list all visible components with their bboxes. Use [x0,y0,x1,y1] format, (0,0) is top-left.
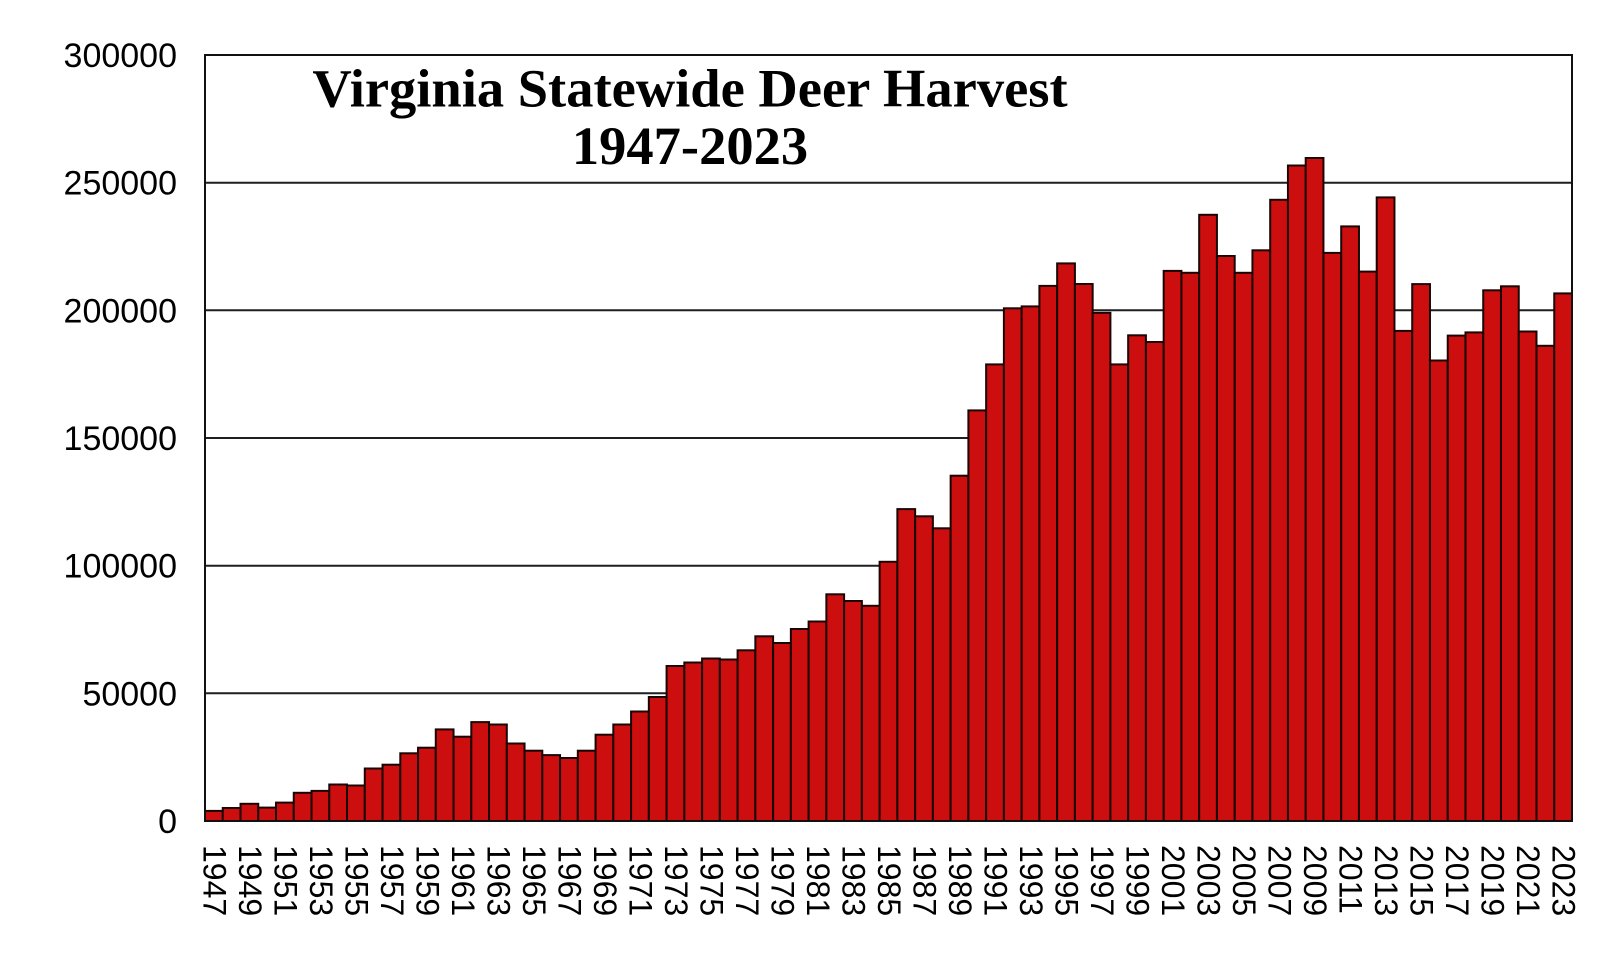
svg-text:1991: 1991 [978,845,1014,916]
svg-text:250000: 250000 [64,165,177,203]
svg-text:1953: 1953 [303,845,339,916]
svg-text:1973: 1973 [658,845,694,916]
svg-text:1987: 1987 [907,845,943,916]
svg-text:1969: 1969 [587,845,623,916]
svg-text:2011: 2011 [1333,845,1369,914]
svg-text:1977: 1977 [729,845,765,916]
svg-text:200000: 200000 [64,292,177,330]
svg-text:1983: 1983 [836,845,872,916]
svg-text:Virginia Statewide Deer Harves: Virginia Statewide Deer Harvest [312,58,1067,119]
svg-text:1985: 1985 [871,845,907,916]
svg-text:1957: 1957 [374,845,410,916]
svg-text:1993: 1993 [1013,845,1049,916]
svg-text:2021: 2021 [1510,845,1546,916]
svg-text:1947: 1947 [196,845,232,916]
svg-text:1995: 1995 [1049,845,1085,916]
svg-text:2007: 2007 [1262,845,1298,916]
svg-text:2017: 2017 [1439,845,1475,916]
svg-text:50000: 50000 [82,675,177,713]
svg-text:2023: 2023 [1546,845,1582,916]
svg-text:1981: 1981 [800,845,836,916]
svg-text:100000: 100000 [64,548,177,586]
svg-text:150000: 150000 [64,420,177,458]
svg-text:1967: 1967 [551,845,587,916]
svg-text:1971: 1971 [623,845,659,916]
svg-text:1965: 1965 [516,845,552,916]
svg-text:1979: 1979 [765,845,801,916]
svg-text:2015: 2015 [1404,845,1440,916]
svg-text:2009: 2009 [1297,845,1333,916]
svg-text:2001: 2001 [1155,845,1191,916]
svg-text:1963: 1963 [480,845,516,916]
svg-text:2019: 2019 [1475,845,1511,916]
svg-text:300000: 300000 [64,37,177,75]
svg-text:2005: 2005 [1226,845,1262,916]
svg-text:1989: 1989 [942,845,978,916]
svg-text:2003: 2003 [1191,845,1227,916]
svg-text:1949: 1949 [232,845,268,916]
svg-text:1975: 1975 [694,845,730,916]
svg-text:1999: 1999 [1120,845,1156,916]
svg-text:1951: 1951 [267,845,303,916]
svg-text:2013: 2013 [1368,845,1404,916]
svg-text:0: 0 [158,803,177,841]
svg-text:1961: 1961 [445,845,481,916]
svg-text:1947-2023: 1947-2023 [572,115,808,176]
svg-text:1959: 1959 [409,845,445,916]
svg-text:1997: 1997 [1084,845,1120,916]
svg-text:1955: 1955 [338,845,374,916]
